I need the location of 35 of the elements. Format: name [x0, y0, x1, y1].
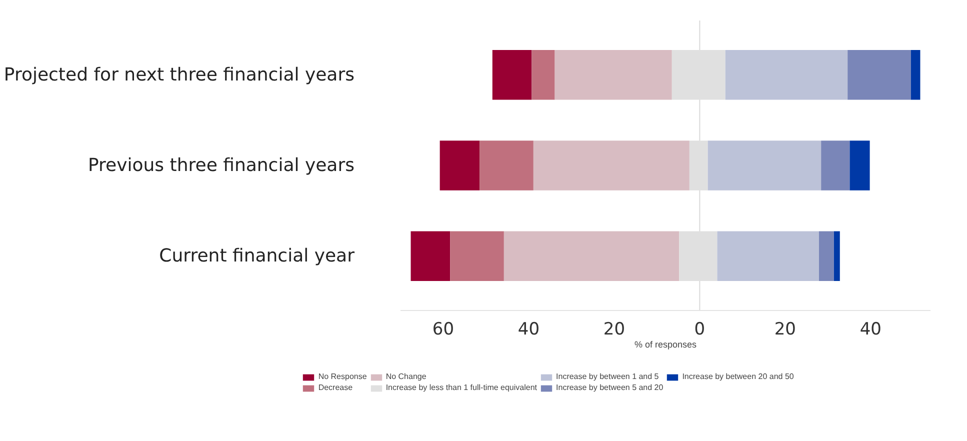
x-tick-label: 20	[603, 320, 626, 340]
bar	[450, 231, 504, 282]
bar	[532, 50, 555, 100]
bar	[725, 50, 848, 100]
x-tick-label: 60	[432, 320, 454, 340]
bar	[533, 140, 690, 190]
bar	[492, 50, 532, 100]
legend-label: Decrease	[318, 383, 353, 392]
legend-label: Increase by less than 1 full-time equivalent	[386, 383, 538, 392]
y-tick-label: Previous three financial years	[88, 155, 355, 176]
bar	[818, 231, 834, 282]
bar	[554, 50, 672, 100]
y-tick-label: Current financial year	[159, 246, 356, 267]
bar	[410, 231, 450, 282]
bar	[848, 50, 911, 100]
legend-label: Increase by between 1 and 5	[556, 372, 659, 381]
legend-label: Increase by between 5 and 20	[556, 383, 664, 392]
legend-label: No Change	[386, 372, 426, 381]
bar	[440, 140, 480, 190]
bar	[850, 140, 870, 190]
bar	[480, 140, 534, 190]
bar	[910, 50, 920, 100]
legend-label: Increase by between 20 and 50	[682, 372, 794, 381]
bar	[504, 231, 680, 282]
bar	[717, 231, 819, 282]
x-tick-label: 40	[518, 320, 540, 340]
y-tick-label: Projected for next three financial years	[4, 64, 355, 86]
x-tick-label: 40	[860, 320, 882, 340]
legend-label: No Response	[318, 372, 367, 381]
x-tick-label: 0	[694, 320, 706, 340]
x-tick-label: 20	[774, 320, 796, 340]
bar	[821, 140, 850, 190]
bar	[708, 140, 822, 190]
bar	[834, 231, 840, 282]
x-axis-title: % of responses	[634, 340, 698, 350]
